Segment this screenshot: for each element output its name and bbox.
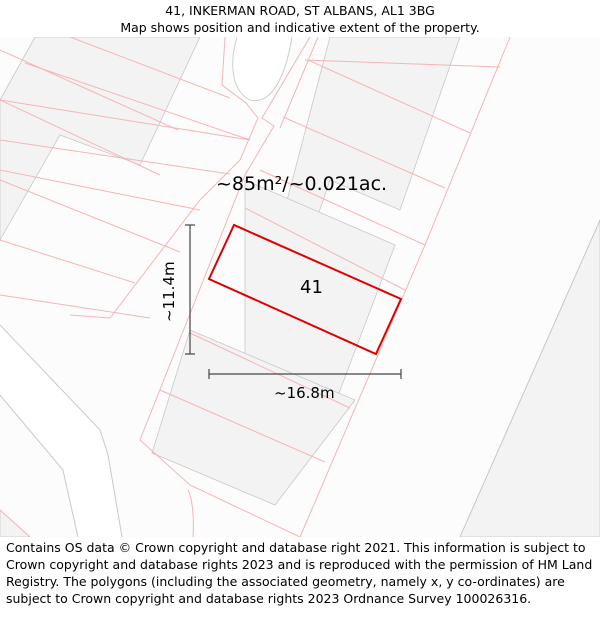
width-dimension-label: ~16.8m [274, 384, 335, 402]
map-header: 41, INKERMAN ROAD, ST ALBANS, AL1 3BG Ma… [0, 0, 600, 37]
map-graphics [0, 37, 600, 537]
map-subtitle: Map shows position and indicative extent… [120, 20, 480, 35]
address-title: 41, INKERMAN ROAD, ST ALBANS, AL1 3BG [165, 3, 435, 18]
property-outline [207, 223, 403, 356]
dimension-lines [185, 224, 402, 379]
parcel-lines [0, 37, 511, 537]
copyright-attribution: Contains OS data © Crown copyright and d… [6, 540, 593, 606]
height-dimension-label: ~11.4m [160, 261, 178, 322]
map-canvas[interactable]: ~85m²/~0.021ac. 41 ~11.4m ~16.8m [0, 37, 600, 537]
area-label: ~85m²/~0.021ac. [216, 173, 388, 195]
property-number-label: 41 [300, 277, 323, 298]
